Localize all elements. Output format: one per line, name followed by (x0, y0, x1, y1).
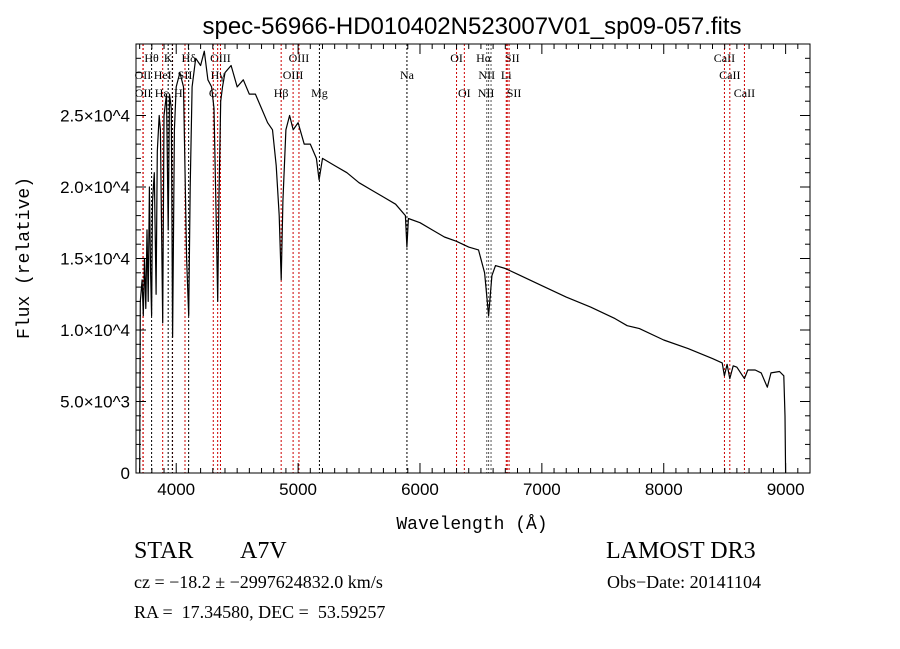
survey-name: LAMOST DR3 (606, 538, 756, 564)
obs-date: Obs−Date: 20141104 (607, 572, 761, 592)
y-tick-label: 5.0×10^3 (60, 393, 130, 412)
line-marker-label: OIII (283, 68, 304, 82)
line-marker-label: Hβ (274, 86, 289, 100)
line-marker-label: OI (450, 51, 463, 65)
line-marker-label: Li (501, 68, 512, 82)
y-axis-label: Flux (relative) (15, 177, 35, 339)
line-marker-label: OIII (210, 51, 231, 65)
x-tick-label: 4000 (157, 480, 195, 499)
object-class: STAR (134, 538, 194, 564)
line-marker-label: CaII (719, 68, 740, 82)
y-tick-label: 2.0×10^4 (60, 178, 130, 197)
x-tick-label: 6000 (401, 480, 439, 499)
line-marker-label: OII (135, 68, 152, 82)
line-marker-label: NII (478, 68, 495, 82)
line-marker-label: Na (400, 68, 415, 82)
redshift-text: cz = −18.2 ± −2997624832.0 km/s (134, 572, 383, 592)
line-marker-label: Mg (311, 86, 328, 100)
line-marker-label: OII (135, 86, 152, 100)
line-marker-label: Hγ (211, 68, 226, 82)
line-markers: Hθ K Hδ OIII OIII OI Hα SII CaII OII HeI SII Hγ OIII N… (135, 44, 755, 473)
y-tick-label: 1.5×10^4 (60, 250, 130, 269)
line-marker-label: SII (505, 51, 520, 65)
line-marker-label: CaII (734, 86, 755, 100)
x-tick-label: 8000 (645, 480, 683, 499)
x-axis-label: Wavelength (Å) (396, 514, 547, 535)
line-marker-label: OI (458, 86, 471, 100)
y-tick-label: 1.0×10^4 (60, 321, 130, 340)
line-marker-label: CaII (714, 51, 735, 65)
line-marker-label: H (174, 86, 183, 100)
spectrum-line (139, 50, 787, 474)
series-layer (139, 50, 787, 474)
line-marker-label: G (209, 86, 218, 100)
y-tick-label: 0 (121, 464, 130, 483)
line-marker-label: NII (478, 86, 495, 100)
chart-title: spec-56966-HD010402N523007V01_sp09-057.f… (202, 13, 741, 40)
plot-frame (135, 43, 811, 474)
x-tick-label: 9000 (767, 480, 805, 499)
line-marker-label: HeI (154, 68, 172, 82)
line-marker-label: Hα (476, 51, 492, 65)
coordinates-text: RA = 17.34580, DEC = 53.59257 (134, 602, 386, 622)
object-subclass: A7V (240, 538, 287, 564)
y-tick-label: 2.5×10^4 (60, 107, 130, 126)
axes: 4000 5000 6000 7000 8000 9000 0 5.0×10^3 1.0×10^… (60, 43, 811, 499)
x-tick-label: 7000 (523, 480, 561, 499)
line-marker-label: Hθ (144, 51, 159, 65)
line-marker-label: Hε (155, 86, 169, 100)
line-marker-label: Hδ (181, 51, 196, 65)
line-marker-label: OIII (289, 51, 310, 65)
line-marker-label: SII (507, 86, 522, 100)
x-tick-label: 5000 (279, 480, 317, 499)
line-marker-label: K (164, 51, 173, 65)
